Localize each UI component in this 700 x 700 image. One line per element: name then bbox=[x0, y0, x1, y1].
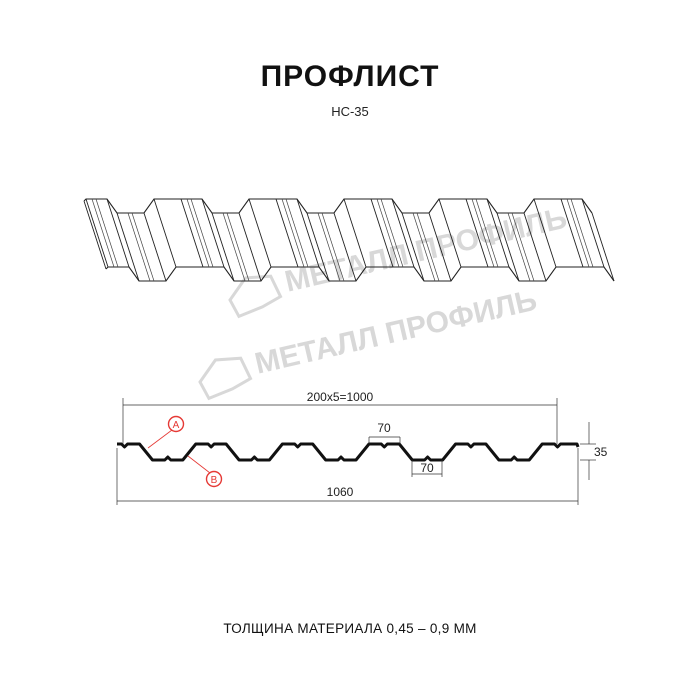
sheet-fold-line bbox=[275, 198, 299, 268]
sheet-fold-line bbox=[496, 212, 520, 282]
sheet-fold-line bbox=[106, 198, 130, 268]
watermark-logo-icon bbox=[228, 274, 283, 319]
sheet-fold-line bbox=[83, 200, 107, 270]
sheet-fold-line bbox=[560, 198, 584, 268]
sheet-stiffener-line bbox=[222, 212, 246, 282]
dimension-lines bbox=[116, 398, 596, 505]
watermark-logo-icon bbox=[198, 356, 253, 401]
sheet-stiffener-line bbox=[507, 212, 531, 282]
sheet-stiffener-line bbox=[186, 198, 210, 268]
marker-b-label: B bbox=[211, 475, 218, 486]
sheet-fold-line bbox=[296, 198, 320, 268]
sheet-fold-line bbox=[591, 212, 615, 282]
watermark: МЕТАЛЛ ПРОФИЛЬ МЕТАЛЛ ПРОФИЛЬ bbox=[198, 202, 570, 401]
sheet-fold-line bbox=[581, 198, 605, 268]
sheet-top-edge bbox=[83, 198, 593, 214]
dim-bottom-flat: 70 bbox=[420, 461, 434, 475]
sheet-stiffener-line bbox=[190, 198, 214, 268]
sheet-3d-view bbox=[83, 198, 615, 282]
sheet-stiffener-line bbox=[91, 198, 115, 268]
sheet-fold-line bbox=[465, 198, 489, 268]
watermark-text: МЕТАЛЛ ПРОФИЛЬ bbox=[252, 284, 540, 381]
dim-pitch-total: 200x5=1000 bbox=[307, 390, 374, 404]
sheet-stiffener-line bbox=[380, 198, 404, 268]
sheet-stiffener-line bbox=[412, 212, 436, 282]
sheet-fold-line bbox=[333, 212, 357, 282]
sheet-stiffener-line bbox=[127, 212, 151, 282]
profile-section-line bbox=[117, 442, 580, 462]
sheet-stiffener-line bbox=[416, 212, 440, 282]
sheet-fold-line bbox=[438, 198, 462, 268]
sheet-fold-line bbox=[143, 212, 167, 282]
sheet-stiffener-line bbox=[131, 212, 155, 282]
sheet-fold-line bbox=[180, 198, 204, 268]
sheet-stiffener-line bbox=[570, 198, 594, 268]
marker-a-label: A bbox=[173, 420, 180, 431]
sheet-stiffener-line bbox=[321, 212, 345, 282]
sheet-fold-line bbox=[85, 198, 109, 268]
sheet-fold-line bbox=[116, 212, 140, 282]
marker-a: A bbox=[147, 415, 185, 449]
sheet-fold-line bbox=[343, 198, 367, 268]
sheet-fold-line bbox=[248, 198, 272, 268]
sheet-stiffener-line bbox=[511, 212, 535, 282]
page-subtitle: НС-35 bbox=[331, 104, 369, 119]
sheet-stiffener-line bbox=[566, 198, 590, 268]
sheet-fold-line bbox=[523, 212, 547, 282]
material-thickness-note: ТОЛЩИНА МАТЕРИАЛА 0,45 – 0,9 ММ bbox=[223, 621, 477, 636]
sheet-stiffener-line bbox=[285, 198, 309, 268]
sheet-fold-line bbox=[153, 198, 177, 268]
sheet-fold-line bbox=[391, 198, 415, 268]
sheet-fold-line bbox=[428, 212, 452, 282]
page-title: ПРОФЛИСТ bbox=[260, 60, 440, 93]
sheet-stiffener-line bbox=[281, 198, 305, 268]
sheet-stiffener-line bbox=[475, 198, 499, 268]
sheet-fold-line bbox=[401, 212, 425, 282]
sheet-fold-line bbox=[306, 212, 330, 282]
sheet-stiffener-line bbox=[226, 212, 250, 282]
cross-section bbox=[117, 442, 580, 462]
sheet-fold-line bbox=[238, 212, 262, 282]
dim-height: 35 bbox=[594, 445, 608, 459]
sheet-fold-line bbox=[211, 212, 235, 282]
sheet-fold-line bbox=[370, 198, 394, 268]
sheet-fold-line bbox=[201, 198, 225, 268]
sheet-fold-line bbox=[486, 198, 510, 268]
sheet-stiffener-line bbox=[376, 198, 400, 268]
dim-full-width: 1060 bbox=[327, 485, 354, 499]
sheet-stiffener-line bbox=[95, 198, 119, 268]
marker-b: B bbox=[187, 455, 223, 488]
sheet-stiffener-line bbox=[317, 212, 341, 282]
dim-top-flat: 70 bbox=[377, 421, 391, 435]
sheet-stiffener-line bbox=[471, 198, 495, 268]
sheet-fold-line bbox=[533, 198, 557, 268]
